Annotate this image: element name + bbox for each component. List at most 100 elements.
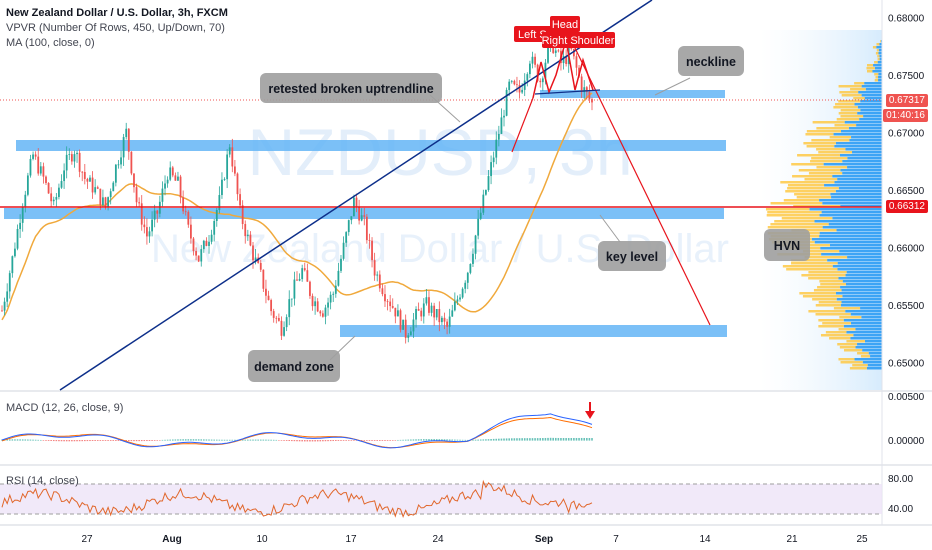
- vpvr-bar-up: [829, 244, 882, 247]
- macd-histogram-bar: [588, 438, 591, 441]
- macd-histogram-bar: [27, 439, 29, 441]
- vpvr-bar-down: [819, 280, 843, 283]
- candle-body: [76, 152, 78, 155]
- demand-callout: demand zone: [248, 335, 356, 382]
- candle-body: [541, 78, 544, 83]
- macd-histogram-bar: [340, 440, 342, 441]
- neckline-zone: [540, 90, 725, 98]
- svg-text:demand zone: demand zone: [254, 360, 334, 374]
- candle-body: [412, 319, 415, 332]
- macd-histogram-bar: [371, 440, 373, 441]
- vpvr-bar-down: [765, 208, 810, 211]
- vpvr-bar-up: [835, 190, 882, 193]
- candle-body: [104, 197, 107, 208]
- macd-histogram-bar: [492, 438, 495, 441]
- macd-histogram-bar: [306, 440, 309, 442]
- macd-histogram-bar: [487, 439, 490, 441]
- macd-histogram-bar: [575, 437, 578, 441]
- vpvr-bar-up: [811, 238, 882, 241]
- vpvr-bar-down: [818, 319, 844, 322]
- candle-body: [6, 291, 9, 302]
- vpvr-bar-up: [831, 196, 882, 199]
- time-tick-label: 21: [786, 534, 798, 545]
- vpvr-bar-up: [819, 199, 882, 202]
- macd-histogram-bar: [355, 440, 358, 441]
- candle-body: [120, 157, 122, 165]
- indicator-tick-label: 40.00: [888, 504, 913, 515]
- macd-histogram-bar: [591, 438, 593, 441]
- macd-histogram-bar: [16, 439, 19, 441]
- macd-line: [1, 413, 593, 449]
- candle-body: [368, 240, 371, 241]
- svg-text:retested broken uptrendline: retested broken uptrendline: [268, 82, 433, 96]
- vpvr-bar-up: [845, 283, 882, 286]
- candle-body: [177, 176, 179, 181]
- candle-body: [270, 300, 273, 312]
- macd-histogram-bar: [272, 439, 275, 441]
- macd-histogram-bar: [518, 438, 521, 441]
- macd-histogram-bar: [329, 440, 332, 442]
- vpvr-bar-up: [840, 130, 882, 133]
- macd-histogram-bar: [205, 439, 208, 441]
- vpvr-bar-up: [846, 271, 882, 274]
- head-label: Head: [550, 16, 580, 32]
- vpvr-bar-down: [803, 142, 836, 145]
- candle-body: [277, 318, 280, 321]
- candle-body: [81, 171, 84, 173]
- vpvr-bar-down: [816, 166, 848, 169]
- vpvr-bar-down: [797, 154, 840, 157]
- price-axis: 0.65000 0.65500 0.66000 0.66500 0.67000 0.675…: [888, 13, 925, 515]
- candle-body: [272, 311, 275, 318]
- macd-histogram-bar: [466, 439, 469, 441]
- vpvr-bar-up: [845, 148, 882, 151]
- vpvr-bar-up: [849, 139, 882, 142]
- candle-body: [459, 297, 461, 300]
- macd-histogram-bar: [40, 439, 42, 441]
- candle-body: [319, 311, 322, 314]
- macd-histogram-bar: [433, 439, 435, 441]
- rsi-line: [1, 479, 593, 519]
- macd-histogram-bar: [278, 440, 280, 441]
- macd-histogram-bar: [322, 440, 324, 442]
- macd-histogram-bar: [133, 440, 135, 442]
- macd-histogram-bar: [89, 440, 91, 442]
- macd-histogram-bar: [430, 439, 433, 441]
- macd-histogram-bar: [298, 440, 301, 442]
- macd-histogram-bar: [285, 440, 288, 441]
- vpvr-bar-up: [838, 277, 882, 280]
- vpvr-bar-up: [842, 172, 882, 175]
- candle-body: [184, 211, 187, 213]
- svg-text:HVN: HVN: [774, 239, 800, 253]
- candle-body: [223, 179, 226, 180]
- macd-histogram-bar: [394, 440, 397, 441]
- macd-histogram-bar: [583, 437, 586, 441]
- vpvr-bar-down: [767, 211, 822, 214]
- macd-histogram-bar: [130, 440, 133, 442]
- vpvr-bar-down: [839, 316, 862, 319]
- vpvr-bar-down: [804, 178, 838, 181]
- candle-body: [296, 279, 298, 281]
- candle-body: [309, 281, 311, 296]
- neckline-marker: [534, 89, 601, 95]
- vpvr-bar-down: [801, 274, 846, 277]
- vpvr-bar-down: [791, 229, 837, 232]
- macd-histogram-bar: [228, 439, 231, 441]
- candle-body: [39, 166, 42, 174]
- price-tick-label: 0.67500: [888, 71, 925, 82]
- macd-histogram-bar: [309, 440, 311, 442]
- macd-histogram-bar: [161, 439, 164, 441]
- candle-body: [425, 297, 428, 304]
- vpvr-bar-up: [879, 55, 882, 58]
- candle-body: [316, 301, 319, 312]
- macd-histogram-bar: [474, 439, 477, 441]
- candle-body: [415, 309, 417, 320]
- macd-histogram-bar: [531, 438, 534, 441]
- vpvr-bar-up: [822, 202, 882, 205]
- candle-body: [435, 309, 438, 318]
- macd-histogram-bar: [153, 440, 156, 441]
- vpvr-bar-down: [874, 73, 879, 76]
- candle-body: [378, 274, 381, 289]
- vpvr-bar-up: [877, 61, 882, 64]
